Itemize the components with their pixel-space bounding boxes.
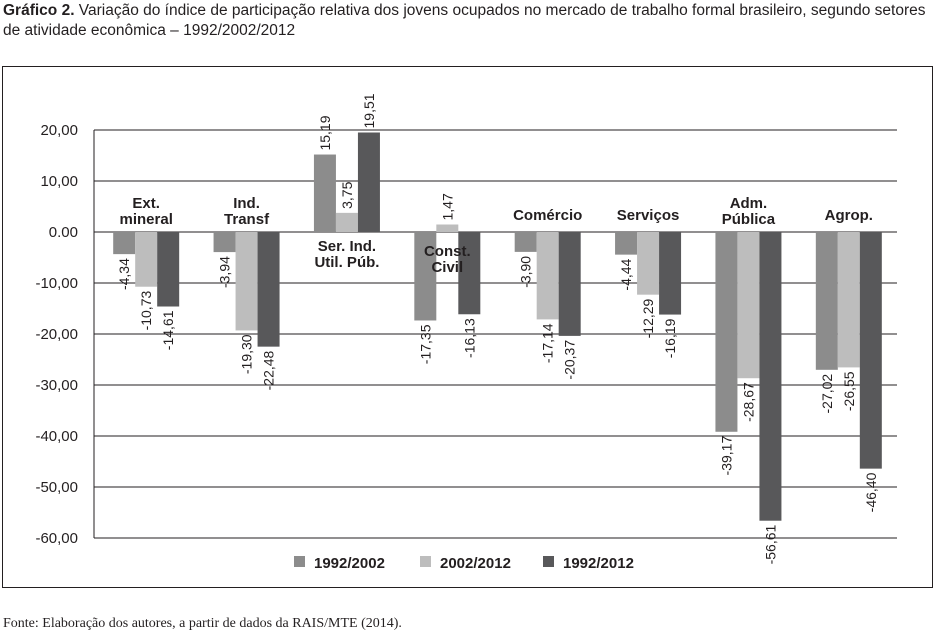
data-label: -16,19 bbox=[662, 318, 678, 358]
bar bbox=[458, 232, 481, 315]
y-tick-label: -40,00 bbox=[35, 428, 78, 445]
y-tick-label: -10,00 bbox=[35, 275, 78, 292]
bar bbox=[859, 232, 882, 469]
data-label: -17,35 bbox=[417, 324, 433, 364]
category-label: Serviços bbox=[617, 207, 680, 224]
data-label: -14,61 bbox=[160, 310, 176, 350]
bar bbox=[615, 232, 638, 255]
chart-title: Gráfico 2. Variação do índice de partici… bbox=[3, 1, 935, 41]
data-label: 1,47 bbox=[439, 193, 455, 220]
bar bbox=[514, 232, 537, 252]
data-label: -12,29 bbox=[640, 298, 656, 338]
category-label: Agrop. bbox=[825, 207, 873, 224]
category-label: Ext. bbox=[132, 195, 160, 212]
category-label: Ser. Ind. bbox=[318, 238, 376, 255]
data-label: -19,30 bbox=[239, 334, 255, 374]
bar bbox=[737, 232, 760, 379]
data-label: -4,44 bbox=[618, 258, 634, 290]
y-tick-label: -30,00 bbox=[35, 377, 78, 394]
bar bbox=[135, 232, 158, 287]
data-label: -17,14 bbox=[540, 323, 556, 363]
bar bbox=[235, 232, 258, 331]
y-tick-label: -20,00 bbox=[35, 326, 78, 343]
chart-title-text: Variação do índice de participação relat… bbox=[3, 2, 926, 39]
data-label: -46,40 bbox=[863, 472, 879, 512]
category-label: Pública bbox=[722, 211, 776, 228]
legend-label: 2002/2012 bbox=[440, 555, 511, 572]
bar bbox=[536, 232, 559, 320]
bar bbox=[558, 232, 581, 336]
bar bbox=[113, 232, 136, 255]
category-label: Transf bbox=[224, 211, 270, 228]
bar bbox=[313, 154, 336, 232]
data-label: -20,37 bbox=[562, 340, 578, 380]
data-label: -39,17 bbox=[718, 436, 734, 476]
legend-swatch bbox=[543, 556, 554, 567]
category-label: Comércio bbox=[513, 207, 582, 224]
data-label: -16,13 bbox=[461, 318, 477, 358]
category-label: Ind. bbox=[233, 195, 260, 212]
bar bbox=[837, 232, 860, 368]
legend-label: 1992/2012 bbox=[563, 555, 634, 572]
data-label: -56,61 bbox=[762, 525, 778, 565]
data-label: -27,02 bbox=[819, 374, 835, 414]
y-tick-label: 0.00 bbox=[49, 224, 78, 241]
chart-title-lead: Gráfico 2. bbox=[3, 2, 75, 19]
category-label: Const. bbox=[424, 243, 471, 260]
data-label: -3,90 bbox=[518, 256, 534, 288]
category-label: Util. Púb. bbox=[314, 254, 379, 271]
bar bbox=[257, 232, 280, 347]
data-label: 15,19 bbox=[317, 115, 333, 150]
legend-swatch bbox=[294, 556, 305, 567]
data-label: -26,55 bbox=[841, 371, 857, 411]
bar bbox=[659, 232, 682, 315]
chart-frame bbox=[2, 66, 933, 588]
data-label: -28,67 bbox=[740, 382, 756, 422]
bar bbox=[157, 232, 180, 307]
source-lead: Fonte: bbox=[3, 616, 39, 631]
bar bbox=[637, 232, 660, 295]
y-tick-label: 10,00 bbox=[40, 173, 78, 190]
source-note: Fonte: Elaboração dos autores, a partir … bbox=[3, 616, 402, 632]
y-tick-label: -50,00 bbox=[35, 479, 78, 496]
legend-swatch bbox=[420, 556, 431, 567]
category-label: mineral bbox=[120, 211, 173, 228]
bar bbox=[414, 232, 437, 321]
bar bbox=[715, 232, 738, 432]
data-label: 3,75 bbox=[339, 181, 355, 208]
source-text: Elaboração dos autores, a partir de dado… bbox=[38, 616, 402, 631]
data-label: -10,73 bbox=[138, 291, 154, 331]
y-tick-label: 20,00 bbox=[40, 122, 78, 139]
bar bbox=[357, 132, 380, 232]
data-label: 19,51 bbox=[361, 93, 377, 128]
data-label: -22,48 bbox=[261, 350, 277, 390]
data-label: -4,34 bbox=[116, 258, 132, 290]
category-label: Adm. bbox=[730, 195, 768, 212]
bar bbox=[335, 212, 358, 232]
bar bbox=[436, 224, 459, 232]
y-tick-label: -60,00 bbox=[35, 530, 78, 547]
legend-label: 1992/2002 bbox=[314, 555, 385, 572]
bar bbox=[213, 232, 236, 253]
category-label: Civil bbox=[431, 259, 463, 276]
bar bbox=[759, 232, 782, 521]
bar bbox=[815, 232, 838, 370]
data-label: -3,94 bbox=[217, 256, 233, 288]
